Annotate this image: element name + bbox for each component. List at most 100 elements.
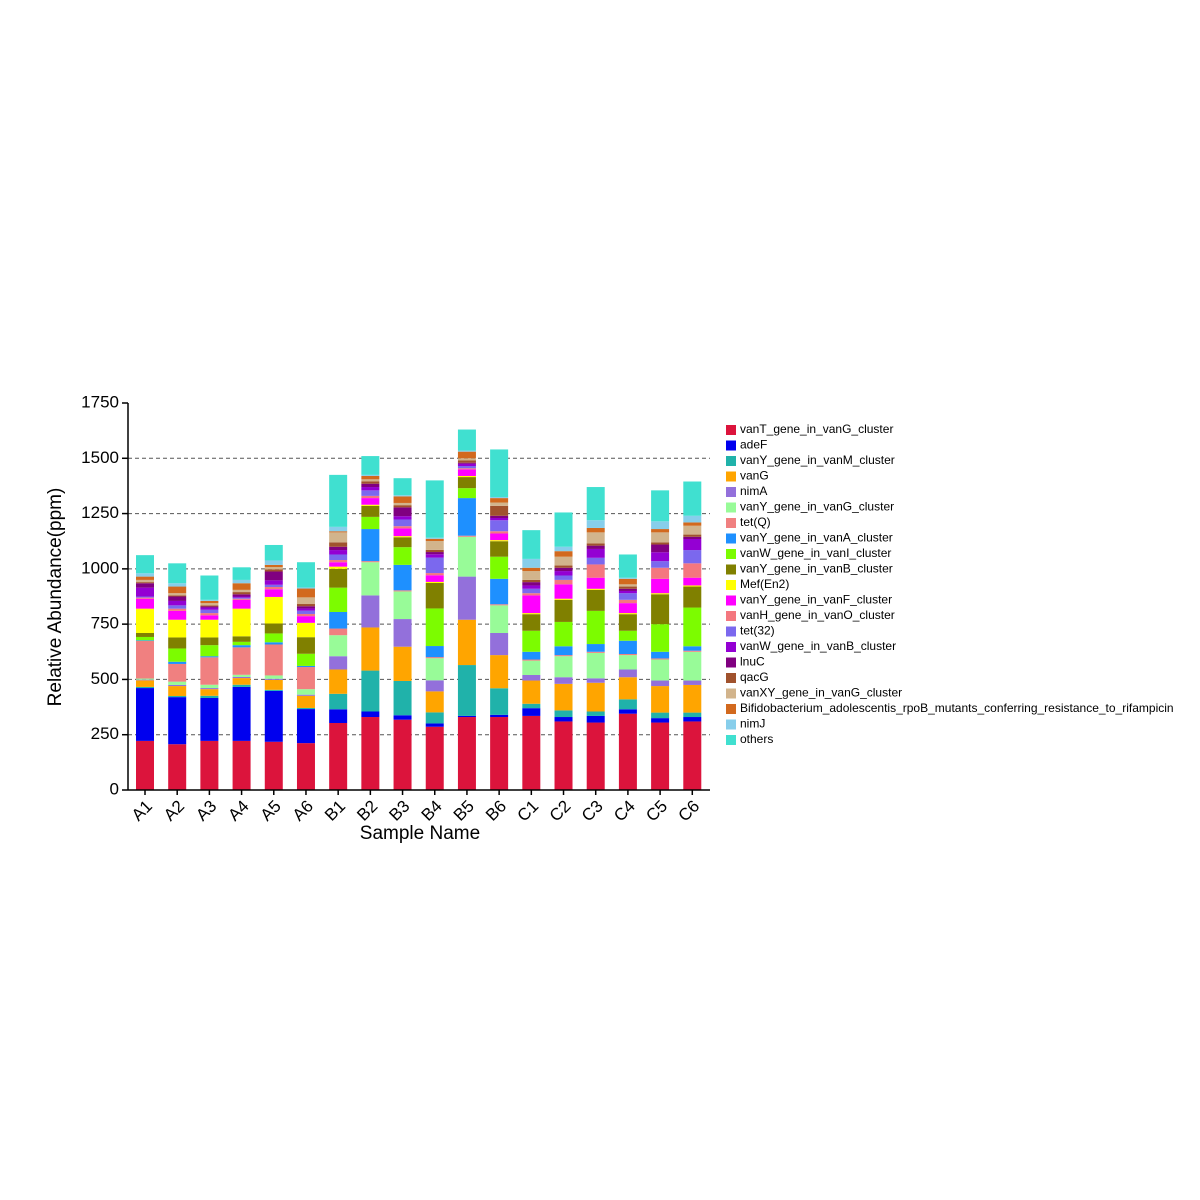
bar-segment [490, 655, 509, 689]
bar-segment [618, 603, 637, 614]
legend-swatch [726, 735, 736, 745]
y-tick-label: 500 [91, 669, 119, 688]
bar-segment [296, 606, 315, 609]
bar-segment [490, 556, 509, 579]
bar-segment [393, 591, 412, 620]
y-tick-label: 250 [91, 724, 119, 743]
bar-segment [264, 642, 283, 645]
bar-segment [618, 578, 637, 585]
legend-swatch [726, 673, 736, 683]
bar-segment [522, 703, 541, 709]
bar-segment [651, 593, 670, 595]
legend-swatch [726, 456, 736, 466]
bar-segment [651, 594, 670, 625]
bar-segment [296, 667, 315, 690]
bar-segment [683, 650, 702, 652]
bar-segment [232, 597, 251, 599]
bar-segment [554, 646, 573, 656]
bar-segment [651, 658, 670, 660]
bar-segment [457, 466, 476, 469]
bar-segment [136, 632, 154, 637]
bar-segment [168, 595, 187, 597]
legend-swatch [726, 502, 736, 513]
x-tick-label: C4 [610, 797, 639, 826]
x-tick-label: A6 [289, 797, 317, 825]
bar-segment [136, 640, 154, 679]
bar-segment [393, 646, 412, 681]
bar-segment [361, 670, 380, 712]
bar-segment [232, 678, 251, 685]
legend-swatch [726, 487, 736, 497]
bar-segment [200, 695, 219, 699]
bar-segment [457, 665, 476, 716]
bar-segment [425, 554, 444, 558]
bar-segment [232, 636, 251, 642]
bar-segment [651, 686, 670, 713]
bar-segment [490, 496, 509, 499]
bar-segment [264, 689, 283, 691]
bar-segment [425, 581, 444, 584]
bar-segment [586, 577, 605, 589]
bar-segment [618, 655, 637, 670]
bar-segment [651, 624, 670, 652]
bar-segment [361, 474, 380, 476]
bar-segment [586, 557, 605, 565]
bar-segment [683, 481, 702, 516]
bar-segment [393, 536, 412, 538]
legend-swatch [726, 704, 736, 714]
bar-segment [586, 527, 605, 533]
y-tick-label: 1250 [81, 503, 119, 522]
bar-segment [651, 680, 670, 687]
x-tick-label: A2 [160, 797, 188, 825]
bar-segment [425, 691, 444, 713]
bar-segment [522, 614, 541, 631]
bar-segment [232, 579, 251, 584]
bar-segment [393, 502, 412, 506]
bar-segment [264, 679, 283, 690]
bar-segment [490, 533, 509, 541]
bar-segment [264, 586, 283, 590]
y-tick-label: 750 [91, 614, 119, 633]
bar-segment [361, 562, 380, 596]
bar-segment [522, 659, 541, 661]
bar-segment [232, 589, 251, 593]
bar-segment [329, 669, 348, 694]
bar-segment [168, 563, 187, 584]
bar-segment [490, 449, 509, 497]
legend-swatch [726, 611, 736, 621]
bar-segment [683, 717, 702, 722]
bar-segment [329, 709, 348, 723]
bar-segment [136, 640, 154, 641]
bar-segment [296, 622, 315, 638]
bar-segment [618, 599, 637, 604]
bar-segment [264, 678, 283, 680]
x-tick-label: B5 [450, 797, 478, 825]
bar-segment [136, 608, 154, 633]
bar-segment [329, 566, 348, 569]
bar-segment [554, 598, 573, 600]
bar-segment [329, 554, 348, 561]
bar-segment [296, 695, 315, 708]
bar-segment [136, 678, 154, 680]
bar-segment [264, 690, 283, 742]
bar-segment [457, 717, 476, 790]
bar-segment [651, 651, 670, 659]
bar-segment [232, 647, 251, 675]
bar-segment [264, 633, 283, 643]
bar-segment [522, 715, 541, 790]
bar-segment [296, 653, 315, 666]
bar-segment [683, 651, 702, 681]
bar-segment [683, 522, 702, 526]
bar-segment [586, 715, 605, 723]
bar-segment [490, 604, 509, 606]
bar-segment [586, 644, 605, 652]
bar-segment [490, 688, 509, 715]
bar-segment [361, 495, 380, 499]
bar-segment [296, 610, 315, 614]
bar-segment [425, 680, 444, 692]
bar-segment [200, 688, 219, 690]
bar-segment [457, 715, 476, 718]
bar-segment [361, 487, 380, 491]
bar-segment [393, 526, 412, 529]
bar-segment [490, 714, 509, 718]
